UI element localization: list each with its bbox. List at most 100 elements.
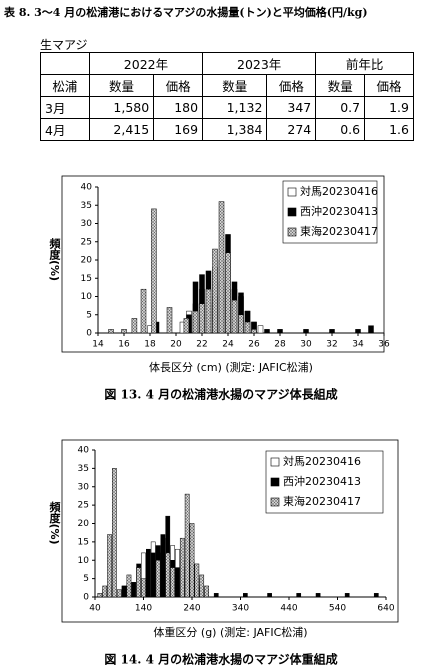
bar	[296, 593, 302, 598]
bar	[107, 534, 112, 598]
bar	[175, 567, 180, 598]
table-cell: 数量	[88, 74, 155, 97]
legend-label: 対馬20230416	[283, 454, 361, 468]
bar	[108, 329, 114, 334]
x-tick-label: 340	[232, 604, 249, 614]
x-tick-label: 28	[274, 340, 286, 350]
legend-label: 西沖20230413	[283, 475, 361, 488]
legend-label: 東海20230417	[283, 494, 361, 508]
table: 2022年 2023年 前年比 松浦 数量 価格 数量 価格 数量 価格 3月 1,580 180 1,1…	[40, 52, 414, 141]
x-tick-label: 30	[300, 340, 312, 350]
table-cell: 4月	[40, 118, 90, 141]
bar	[355, 329, 361, 334]
x-tick-label: 32	[326, 340, 337, 350]
x-axis-title: 体長区分 (cm) (測定: JAFIC松浦)	[149, 360, 313, 374]
bar	[213, 593, 219, 598]
x-tick-label: 16	[118, 340, 130, 350]
x-tick-label: 20	[170, 340, 182, 350]
legend-swatch	[270, 457, 280, 467]
table-title: 表 8. 3～4 月の松浦港におけるマアジの水揚量(トン)と平均価格(円/kg)	[4, 6, 368, 19]
bar	[205, 288, 212, 334]
bar	[251, 329, 257, 334]
bar	[170, 567, 175, 598]
bar	[102, 585, 108, 598]
y-tick-label: 0	[86, 329, 92, 339]
bar	[116, 589, 122, 598]
bar	[344, 593, 350, 598]
bar	[146, 548, 151, 598]
bar	[160, 534, 166, 598]
bar	[199, 574, 205, 598]
bar	[165, 552, 171, 598]
x-tick-label: 540	[329, 604, 346, 614]
y-tick-label: 15	[78, 537, 89, 547]
figure-caption: 図 14. 4 月の松浦港水揚のマアジ体重組成	[104, 652, 337, 667]
bar	[225, 252, 231, 334]
x-tick-label: 34	[352, 340, 364, 350]
x-tick-label: 14	[92, 340, 104, 350]
y-tick-label: 40	[81, 183, 93, 193]
y-tick-label: 25	[78, 501, 89, 511]
x-tick-label: 24	[222, 340, 234, 350]
legend-box	[265, 450, 384, 514]
y-tick-label: 40	[78, 446, 90, 456]
table-caption: 生マアジ	[40, 38, 88, 52]
bar	[179, 537, 185, 598]
x-tick-label: 240	[183, 604, 200, 614]
bar	[238, 314, 244, 334]
bar	[150, 552, 156, 598]
legend-label: 東海20230417	[300, 224, 378, 238]
bar	[121, 585, 127, 598]
table-cell: 数量	[202, 74, 268, 97]
bar	[192, 310, 199, 334]
y-tick-label: 35	[81, 201, 92, 211]
table-row: 松浦 数量 価格 数量 価格 数量 価格	[40, 74, 414, 97]
bar	[231, 299, 238, 334]
bar	[257, 325, 264, 334]
x-tick-label: 440	[280, 604, 297, 614]
y-tick-label: 5	[86, 310, 92, 320]
chart-frame	[61, 439, 399, 623]
y-tick-label: 20	[78, 519, 90, 529]
chart-frame	[61, 175, 385, 353]
table-cell: 1,132	[202, 96, 268, 119]
bar	[126, 574, 132, 598]
legend-swatch	[287, 227, 297, 237]
y-tick-label: 10	[81, 292, 93, 302]
x-tick-label: 640	[377, 604, 394, 614]
table-cell: 数量	[315, 74, 366, 97]
bar	[151, 208, 157, 334]
y-tick-label: 5	[83, 574, 89, 584]
x-axis-title: 体重区分 (g) (測定: JAFIC松浦)	[153, 625, 307, 639]
bar	[315, 593, 321, 598]
bar	[244, 321, 251, 334]
x-tick-label: 36	[378, 340, 390, 350]
bar	[131, 582, 137, 598]
table-row: 3月 1,580 180 1,132 347 0.7 1.9	[40, 96, 414, 119]
bar	[131, 318, 138, 334]
table-cell: 1.6	[364, 118, 414, 141]
bar	[183, 318, 190, 334]
y-axis-title: 頻度(%)	[48, 237, 61, 281]
bar	[184, 493, 190, 598]
table-cell: 2022年	[88, 52, 204, 75]
y-tick-label: 10	[78, 556, 90, 566]
y-tick-label: 35	[78, 464, 89, 474]
bar	[155, 560, 161, 598]
y-tick-label: 20	[81, 256, 93, 266]
y-tick-label: 30	[78, 482, 90, 492]
bar	[204, 585, 209, 598]
legend-label: 西沖20230413	[300, 205, 378, 218]
y-tick-label: 30	[81, 219, 93, 229]
bar	[277, 329, 283, 334]
bar	[373, 593, 379, 598]
table-row: 4月 2,415 169 1,384 274 0.6 1.6	[40, 118, 414, 141]
bar	[212, 248, 218, 334]
bar	[97, 593, 103, 598]
figure-caption: 図 13. 4 月の松浦港水揚のマアジ体長組成	[104, 387, 337, 402]
bar	[194, 563, 200, 598]
bar	[264, 329, 270, 334]
legend-swatch	[287, 207, 297, 217]
